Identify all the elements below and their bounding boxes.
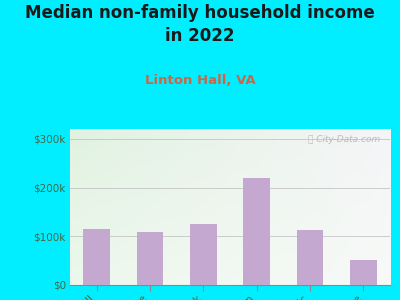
Text: ⓘ City-Data.com: ⓘ City-Data.com [308,135,380,144]
Bar [137,232,163,285]
Text: Linton Hall, VA: Linton Hall, VA [145,74,255,86]
Bar [83,229,110,285]
Bar [190,224,217,285]
Bar [350,260,377,285]
Bar [243,178,270,285]
Bar [297,230,323,285]
Text: Median non-family household income
in 2022: Median non-family household income in 20… [25,4,375,45]
